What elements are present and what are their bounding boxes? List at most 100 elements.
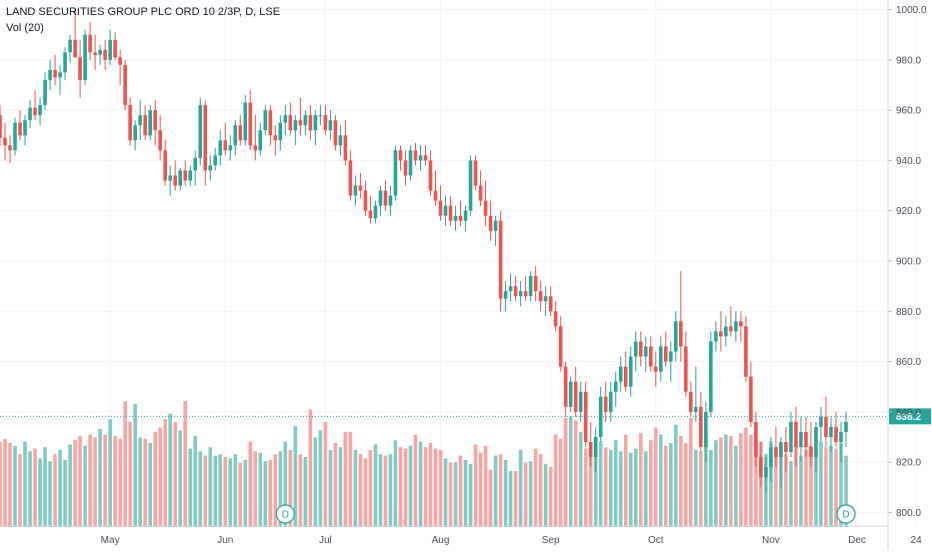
volume-bar [689, 417, 693, 527]
volume-bar [268, 459, 273, 527]
candle [744, 316, 748, 382]
volume-bar [809, 445, 813, 527]
candle [83, 29, 87, 85]
candle-body [168, 175, 173, 181]
candle-body [248, 102, 253, 146]
volume-bar [148, 443, 152, 527]
candle-body [643, 346, 648, 357]
volume-bar [28, 451, 32, 527]
volume-bar [243, 459, 248, 527]
volume-bar [358, 454, 363, 527]
price-tick-label: 900.0 [896, 257, 921, 268]
candle [378, 185, 383, 216]
candle-body [789, 421, 793, 453]
candle-body [468, 160, 473, 211]
candle [548, 286, 553, 317]
volume-bar [523, 462, 528, 527]
time-tick-label: 24 [911, 535, 923, 546]
volume-bar [53, 454, 57, 527]
candle [28, 100, 32, 128]
candle-body [303, 115, 308, 126]
candle-body [533, 276, 538, 292]
dividend-marker[interactable]: D [275, 504, 295, 524]
candle-body [153, 110, 157, 131]
volume-bar [528, 461, 533, 527]
candle [313, 110, 318, 146]
candle [538, 281, 543, 312]
candle-body [513, 286, 518, 297]
grid [0, 0, 917, 525]
dividend-marker-label: D [282, 510, 289, 521]
candle [694, 366, 698, 422]
last-price-badge [889, 408, 931, 425]
candle-body [608, 391, 613, 412]
price-tick-label: 860.0 [896, 357, 921, 368]
candle [418, 145, 423, 171]
candle [493, 215, 498, 246]
volume-bar [784, 454, 788, 527]
volume-bar [739, 433, 743, 527]
volume-bar [834, 448, 838, 527]
candle [453, 205, 458, 231]
candle [158, 115, 162, 161]
candle-body [158, 130, 162, 151]
candle-body [739, 321, 743, 327]
candle [679, 271, 683, 362]
candle-body [814, 426, 818, 458]
candle [573, 366, 578, 417]
candle [393, 145, 398, 201]
dividend-marker[interactable]: D [836, 504, 856, 524]
candle [588, 421, 593, 468]
volume-bar [618, 451, 623, 527]
candle-body [378, 190, 383, 206]
candle-body [433, 190, 438, 201]
candle [303, 110, 308, 136]
time-tick-label: Dec [848, 535, 866, 546]
candle [603, 381, 608, 422]
candle-body [684, 346, 688, 392]
dividend-marker-circle [275, 504, 295, 524]
candle [714, 321, 718, 352]
candle [413, 142, 418, 166]
volume-bar [48, 461, 52, 527]
candle-body [198, 105, 203, 158]
candle-body [408, 150, 413, 176]
time-tick-label: Jun [217, 535, 233, 546]
volume-bar [658, 434, 663, 527]
candle [373, 200, 378, 224]
candle [173, 160, 178, 191]
candle-body [498, 220, 503, 299]
volume-bar [363, 458, 368, 527]
volume-bar [203, 455, 208, 527]
candle [328, 110, 333, 141]
candle-body [68, 39, 72, 53]
volume-bar [253, 451, 258, 527]
volume-bar [829, 445, 833, 527]
candle-body [819, 416, 823, 427]
candle-body [73, 39, 77, 58]
volume-bar [598, 441, 603, 527]
candle [8, 135, 12, 163]
candle-body [63, 52, 67, 73]
candle [108, 29, 112, 65]
candle-body [228, 145, 233, 151]
candle [689, 381, 693, 417]
candle [38, 97, 42, 126]
candle [318, 105, 323, 126]
volume-bar [418, 441, 423, 527]
candle-body [13, 122, 17, 151]
candle [749, 361, 753, 427]
candle-body [328, 120, 333, 131]
candle [233, 120, 238, 156]
candle-body [593, 437, 598, 458]
volume-bar [463, 459, 468, 527]
candle-body [258, 130, 263, 151]
volume-bar [303, 457, 308, 527]
candle [498, 210, 503, 312]
candle [168, 165, 173, 196]
volume-bar [694, 450, 698, 527]
volume-bar [298, 454, 303, 527]
volume-bar [33, 448, 37, 527]
